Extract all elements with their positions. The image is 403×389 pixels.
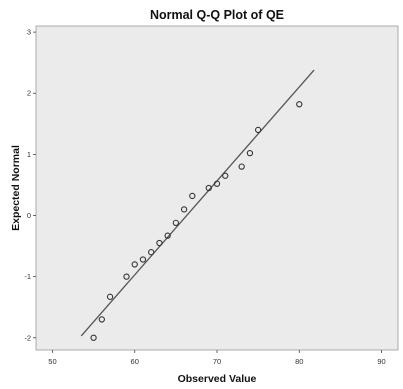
x-tick-label: 80 bbox=[295, 357, 303, 366]
data-points bbox=[90, 101, 303, 341]
x-tick-label: 60 bbox=[131, 357, 139, 366]
y-tick-label: -2 bbox=[24, 333, 31, 342]
x-tick-label: 70 bbox=[213, 357, 221, 366]
y-tick-label: -1 bbox=[24, 272, 31, 281]
data-point bbox=[296, 101, 303, 108]
data-point bbox=[131, 261, 138, 268]
chart-title: Normal Q-Q Plot of QE bbox=[150, 8, 284, 22]
y-axis: -2 -1 0 1 2 3 bbox=[24, 28, 36, 342]
data-point bbox=[222, 172, 229, 179]
x-tick-label: 90 bbox=[377, 357, 385, 366]
data-point bbox=[213, 180, 221, 187]
data-point bbox=[148, 249, 155, 256]
data-point bbox=[180, 206, 188, 213]
data-point bbox=[238, 163, 245, 170]
data-point bbox=[172, 219, 180, 226]
y-axis-label: Expected Normal bbox=[10, 145, 22, 231]
data-point bbox=[156, 239, 163, 247]
data-point bbox=[139, 256, 147, 263]
data-point bbox=[205, 184, 212, 192]
data-point bbox=[246, 150, 254, 157]
data-point bbox=[98, 316, 105, 323]
data-point bbox=[123, 273, 130, 280]
data-point bbox=[164, 232, 171, 239]
plot-area bbox=[35, 25, 399, 351]
y-tick-label: 0 bbox=[27, 211, 31, 220]
y-tick-label: 1 bbox=[27, 150, 31, 159]
x-axis-label: Observed Value bbox=[178, 373, 257, 385]
y-tick-label: 3 bbox=[27, 28, 31, 37]
x-tick-label: 50 bbox=[48, 357, 56, 366]
data-point bbox=[254, 126, 262, 134]
data-point bbox=[106, 293, 114, 300]
y-tick-label: 2 bbox=[27, 89, 31, 98]
reference-line bbox=[80, 69, 315, 337]
data-point bbox=[189, 192, 196, 200]
data-point bbox=[90, 334, 97, 341]
x-axis: 50 60 70 80 90 bbox=[48, 350, 386, 366]
